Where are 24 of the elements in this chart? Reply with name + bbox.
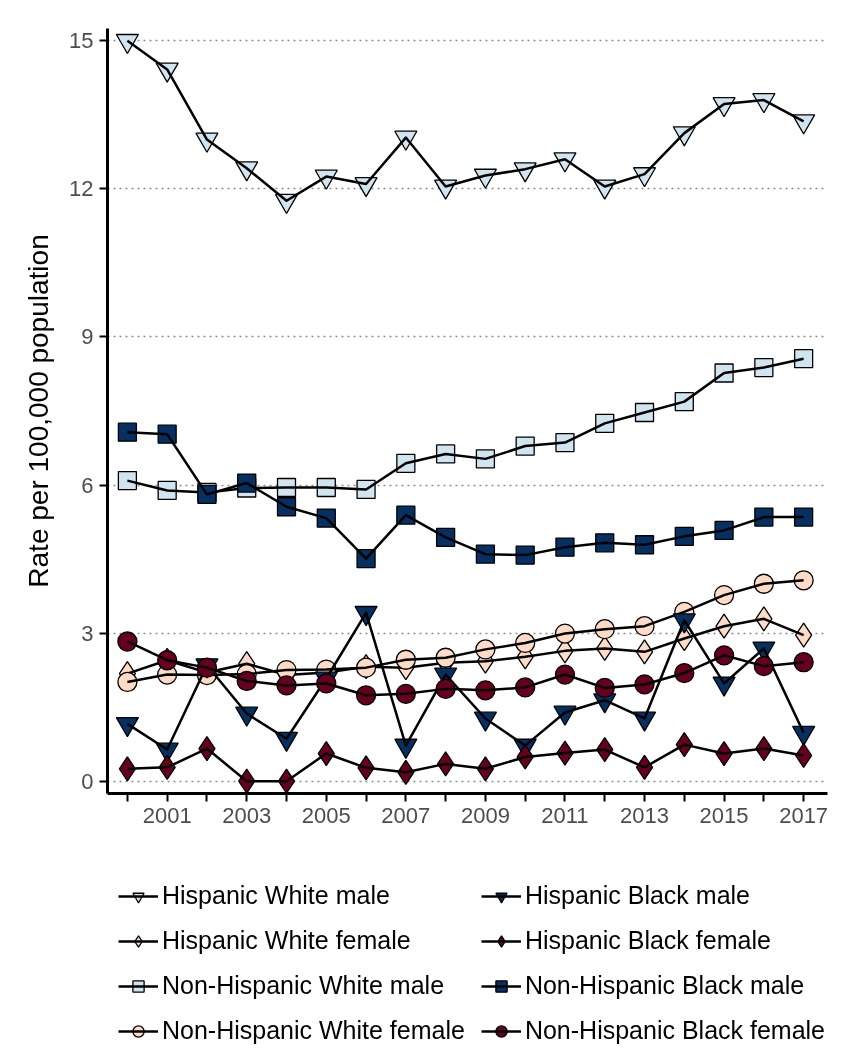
y-tick-label: 12 [69, 176, 94, 202]
legend-label: Hispanic Black female [524, 926, 772, 955]
x-tick-label: 2015 [699, 802, 749, 828]
y-tick-label: 6 [81, 472, 94, 498]
x-tick-label: 2017 [779, 802, 829, 828]
y-axis-title: Rate per 100,000 population [23, 234, 55, 588]
legend-label: Non-Hispanic White male [162, 971, 446, 1000]
legend-label: Non-Hispanic Black female [524, 1016, 826, 1045]
legend-label: Hispanic Black male [524, 881, 751, 910]
x-tick-label: 2001 [142, 802, 192, 828]
y-tick-label: 15 [69, 28, 94, 54]
y-tick-label: 0 [81, 768, 94, 794]
x-tick-label: 2007 [381, 802, 431, 828]
x-tick-label: 2013 [620, 802, 669, 828]
y-tick-label: 3 [81, 620, 94, 646]
legend-label: Non-Hispanic Black male [524, 971, 806, 1000]
legend-label: Hispanic White male [162, 881, 391, 910]
x-tick-label: 2009 [460, 802, 510, 828]
y-tick-label: 9 [81, 324, 94, 350]
legend-label: Non-Hispanic White female [162, 1016, 465, 1045]
x-tick-label: 2003 [222, 802, 272, 828]
legend-label: Hispanic White female [162, 926, 412, 955]
x-tick-label: 2005 [301, 802, 351, 828]
x-tick-label: 2011 [541, 802, 589, 828]
